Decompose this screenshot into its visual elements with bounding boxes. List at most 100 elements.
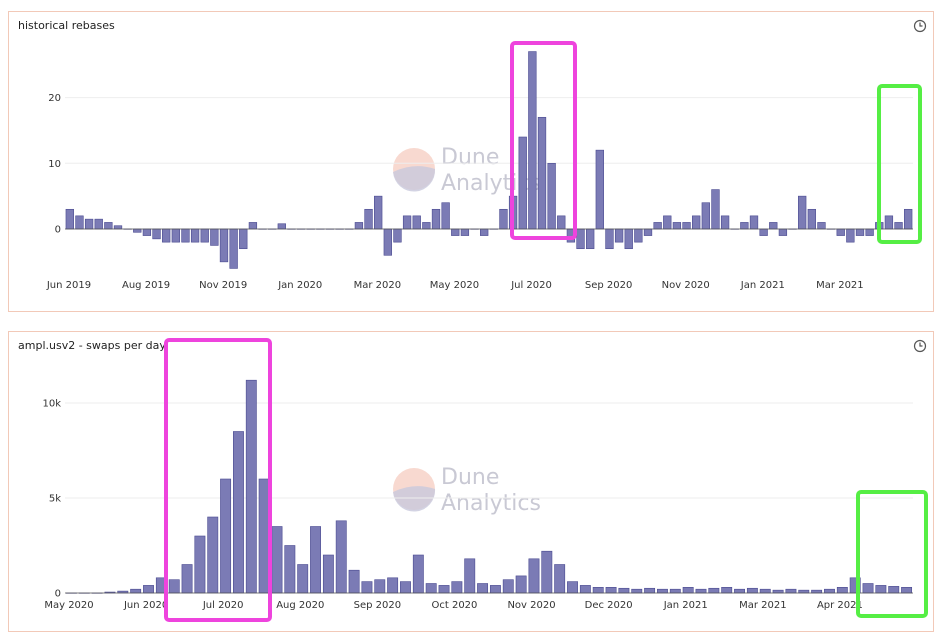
clock-hand: [919, 22, 923, 27]
bar: [75, 215, 84, 230]
bar: [220, 478, 232, 594]
x-tick-label: Nov 2020: [662, 280, 710, 291]
bar: [759, 228, 768, 236]
bar: [515, 575, 527, 594]
bar: [335, 520, 347, 594]
highlight-box: [510, 41, 577, 240]
bar: [451, 581, 463, 594]
bar: [477, 583, 489, 594]
bar: [711, 189, 720, 230]
bar: [592, 587, 604, 594]
bar: [557, 215, 566, 230]
bar: [310, 526, 321, 594]
y-tick-label: 5k: [49, 494, 61, 505]
bar: [354, 222, 364, 230]
clock-icon: [913, 19, 927, 33]
bar: [393, 228, 402, 243]
bar: [284, 545, 296, 594]
chart: historical rebasesDuneAnalytics01020Jun …: [18, 19, 927, 291]
bar: [480, 228, 489, 236]
watermark: Dune: [441, 145, 499, 170]
bar: [618, 587, 630, 594]
bar: [541, 550, 553, 594]
bar: [884, 215, 894, 230]
chart-title: historical rebases: [18, 19, 115, 32]
bar: [297, 564, 309, 594]
bar: [383, 228, 392, 256]
bar: [692, 215, 701, 230]
bar: [904, 208, 913, 230]
x-tick-label: Aug 2020: [276, 600, 324, 611]
bar: [567, 581, 578, 594]
bar: [364, 208, 373, 230]
bar: [634, 228, 643, 243]
bar: [894, 222, 903, 230]
bar: [663, 215, 672, 230]
y-tick-label: 0: [55, 225, 61, 236]
bar: [746, 587, 758, 594]
bar: [194, 535, 206, 594]
bar: [258, 478, 270, 594]
bar: [653, 222, 662, 230]
bar: [759, 588, 771, 594]
bar: [701, 202, 710, 230]
bar: [855, 228, 865, 236]
bar: [190, 228, 200, 243]
bar: [547, 162, 556, 230]
bar: [210, 228, 219, 246]
chart-title: ampl.usv2 - swaps per day: [18, 339, 166, 352]
bar: [431, 208, 441, 230]
bar: [682, 222, 691, 230]
x-tick-label: Aug 2019: [122, 280, 170, 291]
highlight-box: [877, 84, 922, 244]
x-tick-label: Oct 2020: [431, 600, 477, 611]
bar: [631, 588, 643, 594]
bar: [749, 215, 759, 230]
bar: [489, 585, 501, 594]
bar: [422, 222, 431, 230]
x-tick-label: Nov 2020: [507, 600, 555, 611]
bar: [133, 228, 142, 233]
x-tick-label: Jan 2021: [740, 280, 785, 291]
x-tick-label: Jan 2021: [663, 600, 708, 611]
bar: [554, 564, 566, 594]
bar: [614, 228, 624, 243]
bar: [94, 218, 103, 230]
bar: [502, 579, 514, 594]
x-tick-label: Sep 2020: [354, 600, 401, 611]
bar: [695, 588, 707, 594]
bar: [65, 208, 74, 230]
bar: [374, 195, 383, 230]
bar: [142, 228, 152, 236]
bar: [785, 588, 797, 594]
x-tick-label: Mar 2020: [354, 280, 402, 291]
highlight-box: [856, 490, 928, 618]
bar: [130, 588, 142, 594]
bar: [464, 558, 476, 594]
x-tick-label: Jul 2020: [510, 280, 552, 291]
y-tick-label: 10k: [42, 399, 61, 410]
bar: [576, 228, 585, 250]
y-tick-label: 20: [48, 93, 61, 104]
x-tick-label: Mar 2021: [739, 600, 787, 611]
bar: [824, 588, 835, 594]
x-tick-label: Nov 2019: [199, 280, 247, 291]
x-tick-label: Dec 2020: [585, 600, 633, 611]
bar: [644, 587, 656, 594]
bar: [798, 195, 807, 230]
bar: [846, 228, 855, 243]
clock-icon: [913, 339, 927, 353]
bar: [624, 228, 633, 250]
bar: [579, 585, 591, 594]
bar: [200, 228, 209, 243]
bar: [84, 218, 94, 230]
bar: [836, 587, 848, 594]
bar: [720, 215, 730, 230]
clock-hand: [919, 342, 923, 347]
bar: [412, 215, 421, 230]
bar: [772, 589, 784, 594]
x-tick-label: Sep 2020: [585, 280, 632, 291]
bar: [400, 581, 411, 594]
bar: [271, 526, 283, 594]
